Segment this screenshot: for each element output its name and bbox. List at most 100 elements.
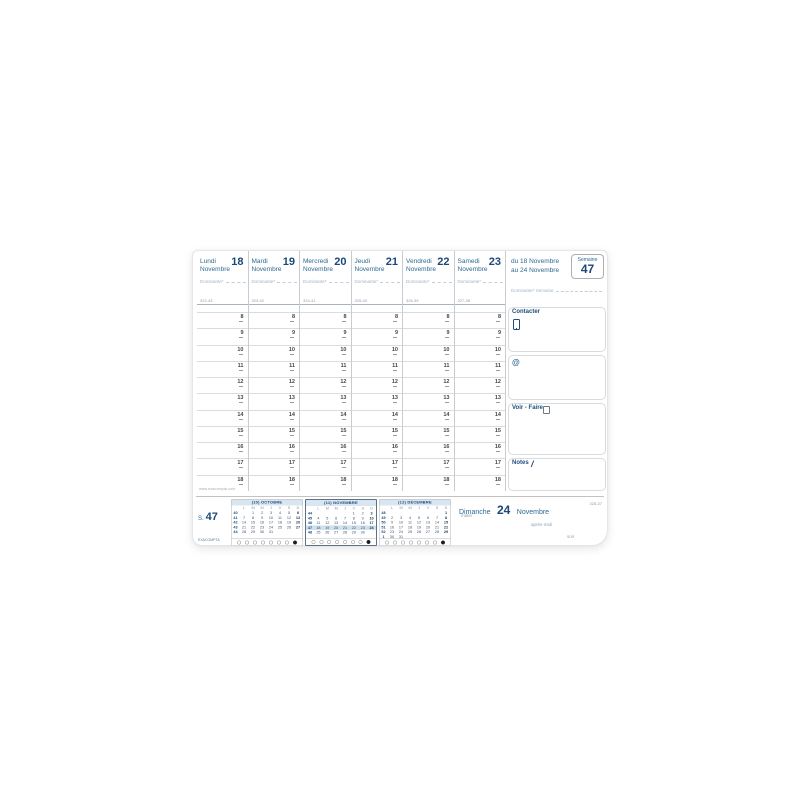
mini-dow-label: V	[278, 505, 282, 511]
mini-dow-label: M	[251, 505, 255, 511]
half-hour-tick	[444, 467, 449, 469]
hour-label: 12	[494, 379, 501, 386]
hour-label: 9	[240, 330, 244, 337]
hour-slot: 18	[403, 474, 454, 491]
half-hour-tick	[393, 402, 397, 404]
mini-day-cell: 9	[390, 520, 394, 525]
half-hour-tick	[290, 369, 294, 371]
week-number: 47	[580, 262, 595, 276]
hour-grid: 8 9 10 11 12 13 14 15 16 17 18	[351, 305, 402, 491]
half-hour-tick	[496, 337, 500, 339]
day-columns: Lundi Novembre 18 Dominante* 322-43 8 9 10 11 12 1…	[197, 251, 506, 491]
mini-week-number: 52	[381, 529, 386, 535]
hour-label: 17	[288, 460, 295, 467]
mini-dow-label: D	[296, 505, 300, 511]
mini-dow-label: M	[399, 505, 403, 511]
mini-day-cell: 27	[334, 530, 339, 535]
hour-slot: 13	[454, 393, 505, 409]
dominante-label: Dominante*	[252, 279, 298, 284]
day-header: Lundi Novembre 18 Dominante* 322-43	[197, 251, 248, 305]
mini-day-cell: 16	[360, 520, 365, 526]
day-of-year-count: 326-39	[406, 298, 419, 303]
mini-day-cell: 2	[361, 511, 364, 516]
moon-phase-row	[306, 538, 376, 545]
half-hour-tick	[444, 451, 449, 453]
hour-label: 12	[391, 379, 398, 386]
day-of-year-count: 322-43	[200, 298, 213, 303]
hour-label: 11	[237, 362, 244, 369]
moon-phase-icon	[319, 539, 324, 544]
sunday-section: Dimanche 24 Novembre 328-37 matin après-…	[459, 501, 605, 545]
mini-day-cell: 2	[260, 510, 264, 516]
mini-dow-label: M	[260, 505, 264, 511]
hour-slot: 8	[197, 312, 248, 328]
mini-day-cell: 30	[259, 529, 265, 535]
hour-label: 13	[340, 395, 347, 402]
hour-slot: 17	[454, 458, 505, 474]
mini-calendar-grid: L M M J V S D 44 1 2 3 45 4 5 6 7 8 9 10 46 11 12 13 14 15 16 17 47…	[306, 506, 376, 535]
half-hour-tick	[444, 434, 449, 436]
half-hour-tick	[496, 418, 500, 420]
moon-phase-row	[231, 538, 303, 546]
mini-day-cell: 3	[269, 510, 273, 516]
mini-day-cell: 4	[408, 515, 412, 520]
hour-label: 8	[343, 314, 347, 320]
mini-calendar-inner: (10) OCTOBRE L M M J V S D 40 1 2 3 4 5 6 41 7 8 9 10 11 12 13…	[231, 499, 303, 546]
half-hour-tick	[393, 321, 397, 322]
hour-label: 8	[240, 314, 244, 320]
hour-label: 9	[394, 330, 398, 337]
half-hour-tick	[238, 337, 243, 339]
hour-slot: 13	[248, 393, 299, 409]
half-hour-tick	[496, 451, 500, 453]
hour-label: 11	[443, 362, 450, 369]
mini-week-number: 44	[307, 511, 313, 516]
moon-phase-icon	[269, 540, 273, 545]
dominante-label: Dominante*	[458, 279, 504, 284]
hour-slot: 8	[403, 312, 454, 328]
checkbox-icon	[543, 406, 550, 414]
mini-day-cell: 18	[407, 524, 413, 530]
hour-slot: 14	[403, 409, 454, 426]
half-hour-tick	[290, 483, 294, 485]
hour-label: 13	[443, 395, 450, 402]
hour-label: 16	[391, 444, 398, 451]
half-hour-tick	[341, 434, 346, 436]
half-hour-tick	[341, 321, 346, 322]
hour-slot: 15	[300, 425, 351, 442]
hour-slot: 17	[248, 458, 299, 474]
hour-label: 10	[494, 346, 501, 353]
hour-slot: 12	[403, 377, 454, 393]
mini-dow-label: S	[287, 505, 291, 511]
hour-label: 10	[340, 346, 347, 353]
half-hour-tick	[290, 337, 294, 339]
todo-section: Voir - Faire	[508, 403, 606, 455]
hour-label: 8	[291, 314, 295, 320]
hour-slot: 10	[454, 344, 505, 361]
half-hour-tick	[238, 467, 243, 469]
week-shortcode: S. 47	[198, 511, 218, 523]
sunday-morning-label: matin	[461, 513, 473, 518]
mini-calendar-grid: L M M J V S D 40 1 2 3 4 5 6 41 7 8 9 10 11 12 13 42 14 15 16 17 18…	[232, 506, 303, 535]
mini-week-number: 50	[381, 520, 386, 525]
mini-day-cell: 24	[398, 529, 404, 535]
hour-label: 17	[391, 460, 398, 467]
sunday-name: Dimanche	[459, 509, 491, 516]
hour-label: 12	[340, 379, 347, 386]
hour-label: 15	[443, 427, 450, 434]
moon-phase-icon	[293, 540, 297, 545]
hour-grid: 8 9 10 11 12 13 14 15 16 17 18	[197, 305, 248, 491]
moon-phase-icon	[311, 539, 316, 544]
half-hour-tick	[238, 369, 243, 371]
mini-day-cell: 28	[434, 529, 440, 535]
hour-slot: 10	[351, 344, 402, 361]
moon-phase-row	[379, 538, 451, 546]
moon-phase-icon	[285, 540, 289, 545]
mini-dow-label: L	[317, 506, 320, 511]
mini-week-number: 48	[307, 530, 313, 535]
mini-day-cell: 24	[367, 525, 376, 530]
hour-slot: 10	[197, 344, 248, 361]
mini-day-cell: 23	[259, 524, 265, 530]
mini-day-cell: 13	[425, 520, 431, 525]
half-hour-tick	[341, 353, 346, 355]
hour-slot: 13	[197, 393, 248, 409]
